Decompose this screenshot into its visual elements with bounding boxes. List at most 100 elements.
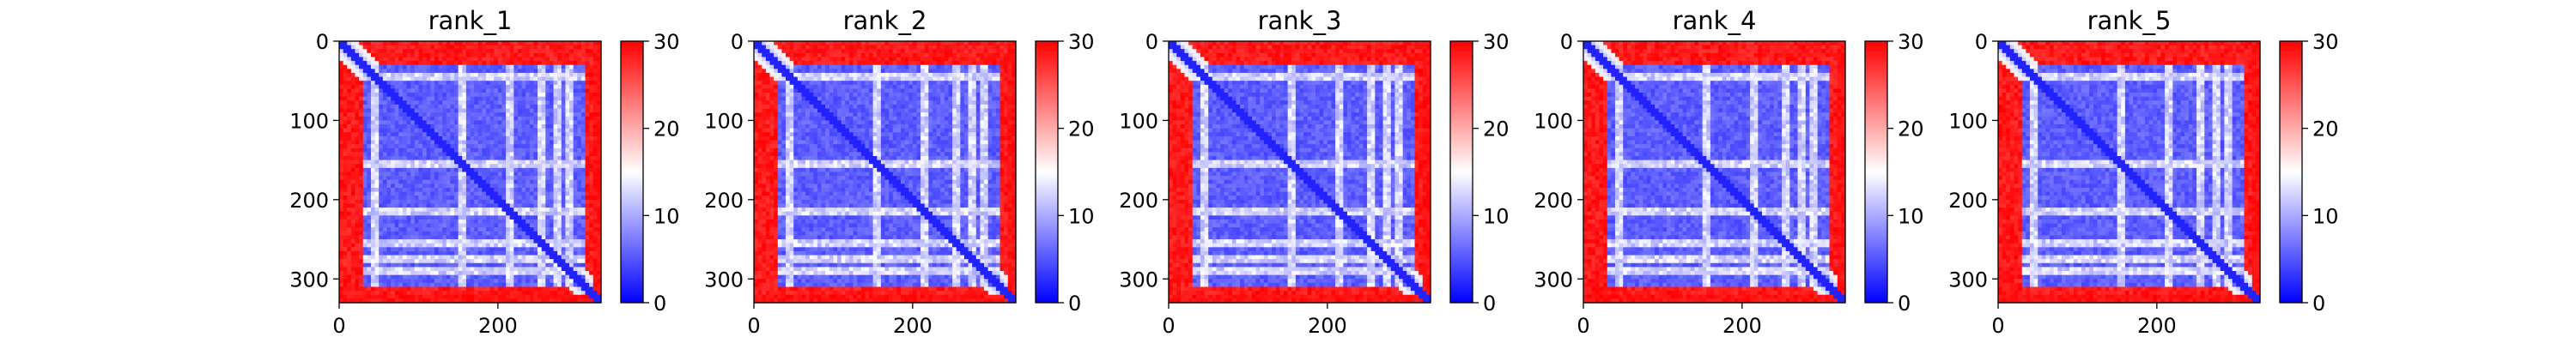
heat-cell: [597, 199, 602, 205]
heat-cell: [904, 61, 909, 66]
heat-cell: [474, 179, 479, 184]
heat-cell: [391, 156, 396, 161]
heat-cell: [374, 49, 380, 54]
heat-cell: [592, 112, 598, 117]
heat-cell: [485, 203, 491, 208]
heat-cell: [485, 294, 491, 299]
heat-cell: [379, 184, 384, 189]
heat-cell: [497, 203, 503, 208]
heat-cell: [940, 52, 945, 58]
heat-cell: [489, 199, 495, 205]
heat-cell: [470, 41, 475, 46]
heat-cell: [825, 57, 830, 62]
heat-cell: [470, 298, 475, 304]
heat-cell: [569, 140, 574, 145]
heat-cell: [477, 286, 483, 292]
heat-cell: [418, 96, 423, 101]
heat-cell: [553, 274, 558, 280]
heat-cell: [367, 239, 372, 244]
heat-cell: [837, 72, 842, 78]
heat-cell: [521, 255, 526, 260]
heat-cell: [422, 88, 428, 93]
heat-cell: [406, 187, 411, 193]
heat-cell: [837, 64, 842, 69]
heat-cell: [374, 88, 380, 93]
heat-cell: [501, 116, 507, 122]
heat-cell: [418, 199, 423, 205]
heat-cell: [374, 282, 380, 288]
heat-cell: [382, 227, 388, 232]
heat-cell: [900, 64, 906, 69]
heat-cell: [533, 191, 538, 196]
heat-cell: [454, 286, 459, 292]
heat-cell: [474, 259, 479, 264]
heat-cell: [458, 203, 463, 208]
heat-cell: [521, 49, 526, 54]
heat-cell: [538, 72, 543, 78]
heat-cell: [569, 239, 574, 244]
heat-cell: [454, 112, 459, 117]
heat-cell: [406, 219, 411, 225]
heat-cell: [462, 187, 467, 193]
heat-cell: [592, 120, 598, 125]
heat-cell: [592, 100, 598, 105]
heat-cell: [450, 215, 455, 220]
heat-cell: [597, 235, 602, 240]
heat-cell: [577, 286, 582, 292]
heat-cell: [442, 203, 447, 208]
heat-cell: [497, 286, 503, 292]
heat-cell: [422, 208, 428, 213]
heat-cell: [597, 120, 602, 125]
heat-cell: [414, 88, 420, 93]
heat-cell: [402, 61, 408, 66]
heat-cell: [924, 61, 929, 66]
heat-cell: [394, 239, 399, 244]
heat-cell: [391, 271, 396, 276]
heat-cell: [1004, 52, 1009, 58]
heat-cell: [394, 57, 399, 62]
heat-cell: [477, 298, 483, 304]
heat-cell: [442, 93, 447, 98]
heat-cell: [549, 274, 555, 280]
heat-cell: [482, 96, 487, 101]
heat-cell: [557, 271, 562, 276]
heat-cell: [592, 172, 598, 177]
heat-cell: [422, 274, 428, 280]
heat-cell: [573, 120, 578, 125]
heat-cell: [406, 247, 411, 252]
heat-cell: [339, 45, 344, 50]
heat-cell: [418, 81, 423, 86]
heat-cell: [394, 159, 399, 165]
heat-cell: [573, 184, 578, 189]
heat-cell: [597, 267, 602, 272]
heat-cell: [482, 147, 487, 153]
heat-cell: [513, 239, 519, 244]
heat-cell: [347, 231, 352, 237]
heat-cell: [406, 259, 411, 264]
heat-cell: [494, 61, 499, 66]
heat-cell: [592, 64, 598, 69]
heat-cell: [391, 88, 396, 93]
heat-cell: [569, 298, 574, 304]
heat-cell: [501, 135, 507, 141]
heat-cell: [585, 262, 590, 268]
heat-cell: [549, 243, 555, 248]
heat-cell: [442, 108, 447, 113]
heat-cell: [569, 262, 574, 268]
heat-cell: [454, 239, 459, 244]
heat-cell: [952, 52, 957, 58]
heat-cell: [952, 72, 957, 78]
heat-cell: [580, 219, 586, 225]
heat-cell: [402, 243, 408, 248]
heat-cell: [382, 267, 388, 272]
heat-cell: [442, 235, 447, 240]
heat-cell: [470, 191, 475, 196]
heat-cell: [438, 41, 443, 46]
heat-cell: [422, 104, 428, 110]
heat-cell: [592, 104, 598, 110]
heat-cell: [418, 64, 423, 69]
heat-cell: [565, 219, 570, 225]
heat-cell: [774, 72, 779, 78]
heat-cell: [545, 128, 550, 133]
heat-cell: [597, 243, 602, 248]
